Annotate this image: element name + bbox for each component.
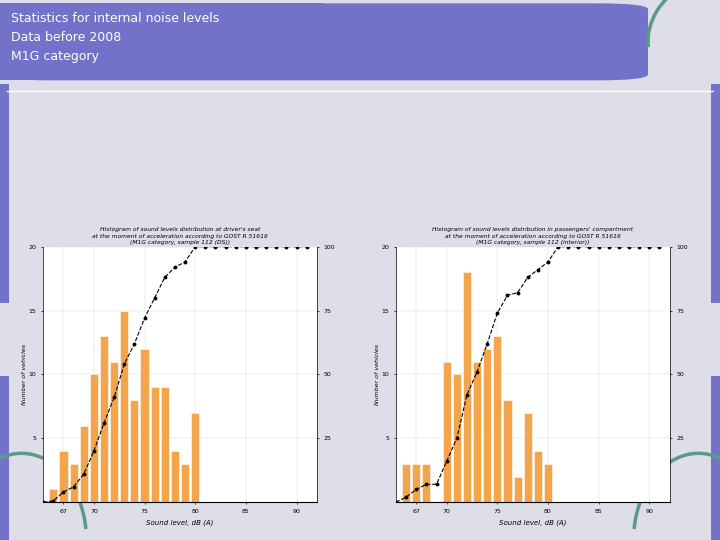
Bar <box>110 362 118 502</box>
Bar <box>181 464 189 502</box>
Bar <box>70 464 78 502</box>
Bar <box>463 272 471 502</box>
Bar <box>0 84 9 303</box>
Bar <box>544 464 552 502</box>
Bar <box>453 374 461 502</box>
Bar <box>473 362 481 502</box>
Bar <box>513 477 522 502</box>
Bar <box>493 336 501 502</box>
Bar <box>90 374 98 502</box>
Bar <box>503 400 511 502</box>
Bar <box>140 349 148 502</box>
Bar <box>402 464 410 502</box>
Bar <box>80 426 88 502</box>
Text: Statistics for internal noise levels
Data before 2008
M1G category: Statistics for internal noise levels Dat… <box>11 12 219 63</box>
Bar <box>443 362 451 502</box>
Bar <box>711 84 720 303</box>
Bar <box>49 489 58 502</box>
FancyBboxPatch shape <box>0 3 648 80</box>
Bar <box>413 464 420 502</box>
Bar <box>150 387 158 502</box>
Bar <box>161 387 169 502</box>
X-axis label: Sound level, dB (A): Sound level, dB (A) <box>146 519 214 526</box>
Bar <box>0 376 9 540</box>
Bar <box>711 376 720 540</box>
Bar <box>171 451 179 502</box>
Bar <box>130 400 138 502</box>
Title: Histogram of sound levels distribution at driver's seat
at the moment of acceler: Histogram of sound levels distribution a… <box>92 227 268 245</box>
Bar <box>523 413 532 502</box>
Bar <box>0 3 324 80</box>
Y-axis label: Number of vehicles: Number of vehicles <box>22 344 27 405</box>
Bar <box>483 349 491 502</box>
Bar <box>100 336 108 502</box>
X-axis label: Sound level, dB (A): Sound level, dB (A) <box>499 519 567 526</box>
Bar <box>191 413 199 502</box>
Bar <box>534 451 542 502</box>
Bar <box>60 451 68 502</box>
Title: Histogram of sound levels distribution in passengers' compartment
at the moment : Histogram of sound levels distribution i… <box>432 227 634 245</box>
Y-axis label: Number of vehicles: Number of vehicles <box>375 344 379 405</box>
Bar <box>423 464 431 502</box>
Bar <box>120 310 128 502</box>
